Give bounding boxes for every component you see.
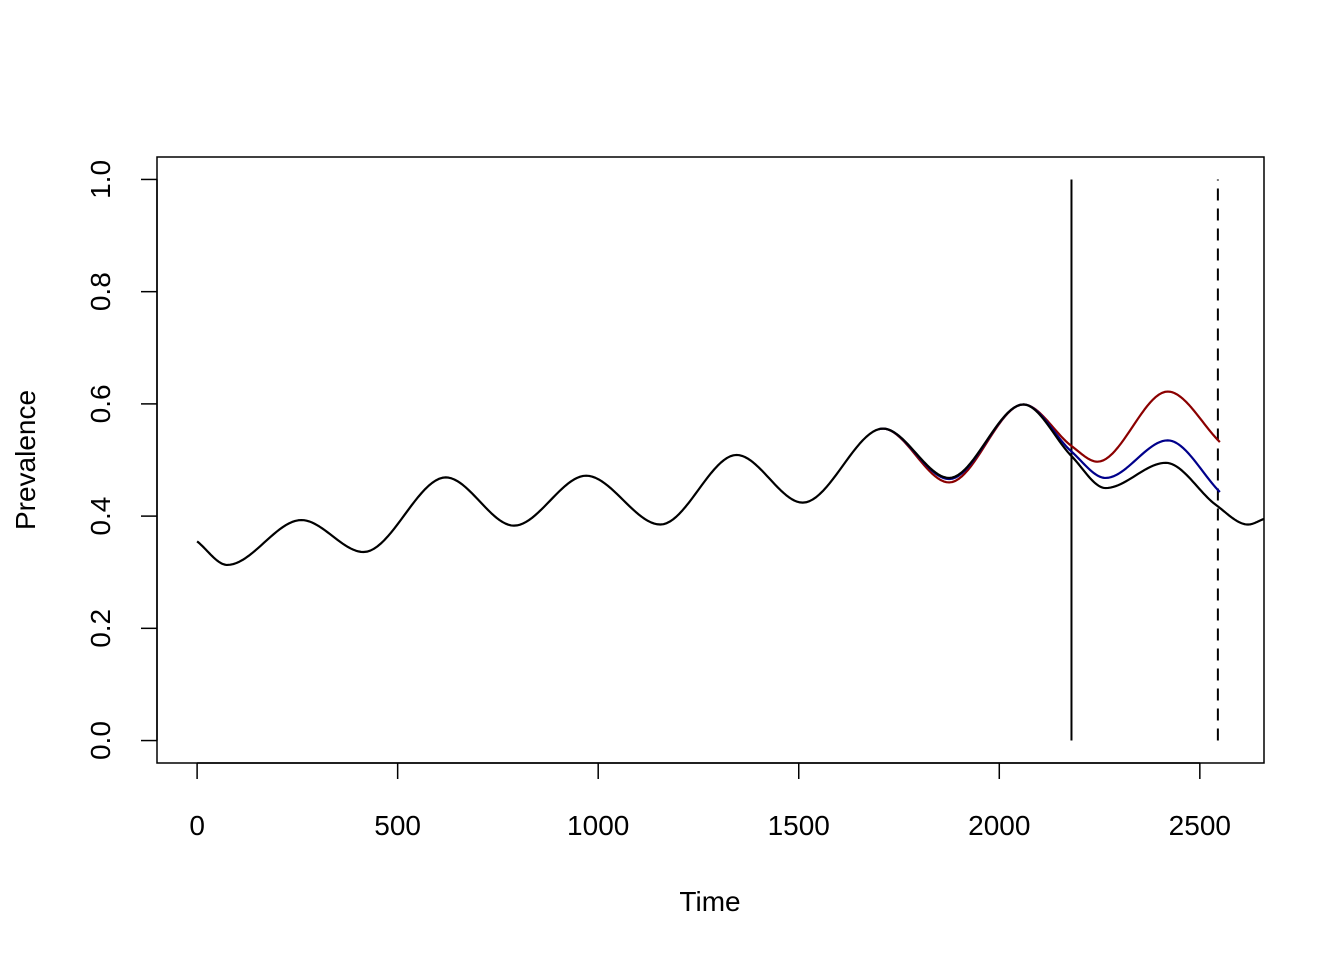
x-axis: 0 500 1000 1500 2000 2500 [189,762,1231,841]
series-line-0 [196,403,1265,567]
y-tick-label: 0.8 [85,272,116,311]
x-tick-label: 1500 [768,810,830,841]
y-tick-label: 0.0 [85,721,116,760]
x-tick-label: 1000 [567,810,629,841]
reference-lines [1070,179,1219,741]
y-tick-label: 0.2 [85,609,116,648]
y-tick-label: 0.4 [85,497,116,536]
y-axis-label: Prevalence [10,390,41,530]
x-tick-label: 500 [374,810,421,841]
series-group [196,390,1265,567]
x-tick-label: 0 [189,810,205,841]
x-tick-label: 2000 [968,810,1030,841]
x-tick-label: 2500 [1169,810,1231,841]
plot-frame [156,156,1265,764]
x-axis-label: Time [679,886,740,917]
y-tick-label: 0.6 [85,384,116,423]
series-line-1 [878,403,1221,493]
y-axis: 0.0 0.2 0.4 0.6 0.8 1.0 [85,160,158,760]
y-tick-label: 1.0 [85,160,116,199]
